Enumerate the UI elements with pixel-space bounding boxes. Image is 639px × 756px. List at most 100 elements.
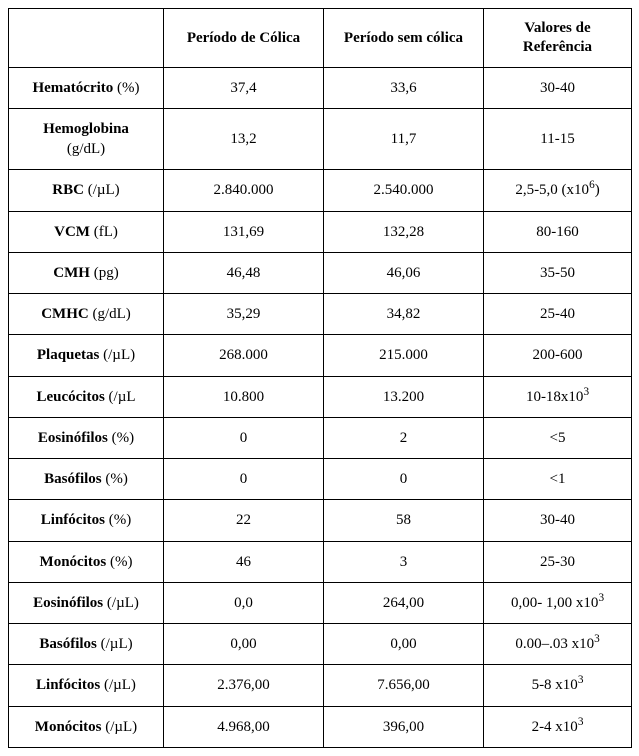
header-colic: Período de Cólica (164, 9, 324, 68)
table-row: Plaquetas (/µL)268.000215.000200-600 (9, 335, 632, 376)
table-row: Linfócitos (%)225830-40 (9, 500, 632, 541)
ref-sup: 3 (598, 592, 604, 604)
row-label-name: Basófilos (44, 471, 102, 487)
row-label-unit: (/µL (105, 389, 136, 405)
table-row: CMH (pg)46,4846,0635-50 (9, 252, 632, 293)
cell-no-colic: 2 (324, 417, 484, 458)
row-label-name: Monócitos (35, 719, 102, 735)
row-label-unit: (g/dL) (67, 141, 105, 157)
row-label: RBC (/µL) (9, 170, 164, 211)
row-label: Linfócitos (%) (9, 500, 164, 541)
ref-sup: 3 (594, 633, 600, 645)
row-label: Eosinófilos (%) (9, 417, 164, 458)
row-label-name: Linfócitos (41, 512, 105, 528)
row-label-name: CMH (53, 265, 90, 281)
cell-colic: 2.376,00 (164, 665, 324, 706)
row-label-name: Eosinófilos (38, 430, 108, 446)
cell-reference: 11-15 (484, 108, 632, 170)
row-label: Leucócitos (/µL (9, 376, 164, 417)
table-row: Eosinófilos (/µL)0,0264,000,00- 1,00 x10… (9, 582, 632, 623)
header-reference-line1: Valores de (524, 20, 590, 36)
cell-reference: 0,00- 1,00 x103 (484, 582, 632, 623)
table-row: Hemoglobina (g/dL) 13,211,711-15 (9, 108, 632, 170)
cell-reference: 25-30 (484, 541, 632, 582)
ref-pre: 0,00- 1,00 x10 (511, 595, 599, 611)
row-label-unit: (/µL) (99, 347, 135, 363)
table-row: Leucócitos (/µL10.80013.20010-18x103 (9, 376, 632, 417)
row-label-name: Eosinófilos (33, 595, 103, 611)
ref-pre: 2,5-5,0 (x10 (515, 182, 589, 198)
table-row: Monócitos (/µL)4.968,00396,002-4 x103 (9, 706, 632, 747)
table-row: Basófilos (%)00<1 (9, 459, 632, 500)
cell-colic: 4.968,00 (164, 706, 324, 747)
table-row: Eosinófilos (%)02<5 (9, 417, 632, 458)
cell-colic: 10.800 (164, 376, 324, 417)
row-label: Plaquetas (/µL) (9, 335, 164, 376)
row-label-unit: (g/dL) (89, 306, 131, 322)
cell-reference: 200-600 (484, 335, 632, 376)
row-label-name: Hematócrito (32, 80, 113, 96)
cell-colic: 2.840.000 (164, 170, 324, 211)
ref-sup: 3 (578, 674, 584, 686)
ref-pre: 0.00–.03 x10 (515, 636, 594, 652)
row-label-unit: (/µL) (101, 719, 137, 735)
row-label-unit: (/µL) (84, 182, 120, 198)
cell-colic: 131,69 (164, 211, 324, 252)
table-row: RBC (/µL)2.840.0002.540.0002,5-5,0 (x106… (9, 170, 632, 211)
row-label: Eosinófilos (/µL) (9, 582, 164, 623)
row-label-name: Basófilos (39, 636, 97, 652)
row-label-unit: (%) (113, 80, 139, 96)
cell-no-colic: 58 (324, 500, 484, 541)
ref-pre: 10-18x10 (526, 389, 584, 405)
cell-no-colic: 396,00 (324, 706, 484, 747)
cell-no-colic: 0 (324, 459, 484, 500)
row-label-unit: (pg) (90, 265, 119, 281)
row-label-unit: (%) (108, 430, 134, 446)
ref-sup: 3 (583, 386, 589, 398)
cell-reference: 35-50 (484, 252, 632, 293)
cell-no-colic: 2.540.000 (324, 170, 484, 211)
cell-no-colic: 13.200 (324, 376, 484, 417)
cell-reference: 5-8 x103 (484, 665, 632, 706)
row-label: Basófilos (/µL) (9, 624, 164, 665)
row-label-name: CMHC (41, 306, 89, 322)
table-header-row: Período de Cólica Período sem cólica Val… (9, 9, 632, 68)
cell-colic: 46,48 (164, 252, 324, 293)
cell-reference: 2,5-5,0 (x106) (484, 170, 632, 211)
header-reference-line2: Referência (523, 39, 592, 55)
ref-pre: 2-4 x10 (532, 719, 578, 735)
row-label-name: Plaquetas (37, 347, 100, 363)
cell-no-colic: 3 (324, 541, 484, 582)
cell-colic: 0,0 (164, 582, 324, 623)
cell-reference: 30-40 (484, 500, 632, 541)
table-body: Hematócrito (%)37,433,630-40 Hemoglobina (… (9, 67, 632, 747)
cell-no-colic: 11,7 (324, 108, 484, 170)
header-reference: Valores de Referência (484, 9, 632, 68)
table-row: VCM (fL)131,69132,2880-160 (9, 211, 632, 252)
table-row: Monócitos (%)46325-30 (9, 541, 632, 582)
cell-no-colic: 215.000 (324, 335, 484, 376)
row-label: CMH (pg) (9, 252, 164, 293)
row-label-name: VCM (54, 224, 90, 240)
row-label-unit: (fL) (90, 224, 118, 240)
cell-reference: <1 (484, 459, 632, 500)
cell-colic: 46 (164, 541, 324, 582)
cell-reference: 80-160 (484, 211, 632, 252)
row-label: Monócitos (/µL) (9, 706, 164, 747)
row-label-unit: (/µL) (103, 595, 139, 611)
cell-colic: 13,2 (164, 108, 324, 170)
table-row: Basófilos (/µL)0,000,000.00–.03 x103 (9, 624, 632, 665)
row-label: Basófilos (%) (9, 459, 164, 500)
cell-reference: 2-4 x103 (484, 706, 632, 747)
row-label-name: Hemoglobina (43, 121, 129, 137)
cell-colic: 35,29 (164, 294, 324, 335)
cell-colic: 268.000 (164, 335, 324, 376)
row-label-unit: (%) (105, 512, 131, 528)
hemogram-table: Período de Cólica Período sem cólica Val… (8, 8, 632, 748)
row-label-name: Leucócitos (36, 389, 104, 405)
table-row: Hematócrito (%)37,433,630-40 (9, 67, 632, 108)
row-label: VCM (fL) (9, 211, 164, 252)
cell-colic: 22 (164, 500, 324, 541)
cell-no-colic: 132,28 (324, 211, 484, 252)
row-label-unit: (%) (102, 471, 128, 487)
